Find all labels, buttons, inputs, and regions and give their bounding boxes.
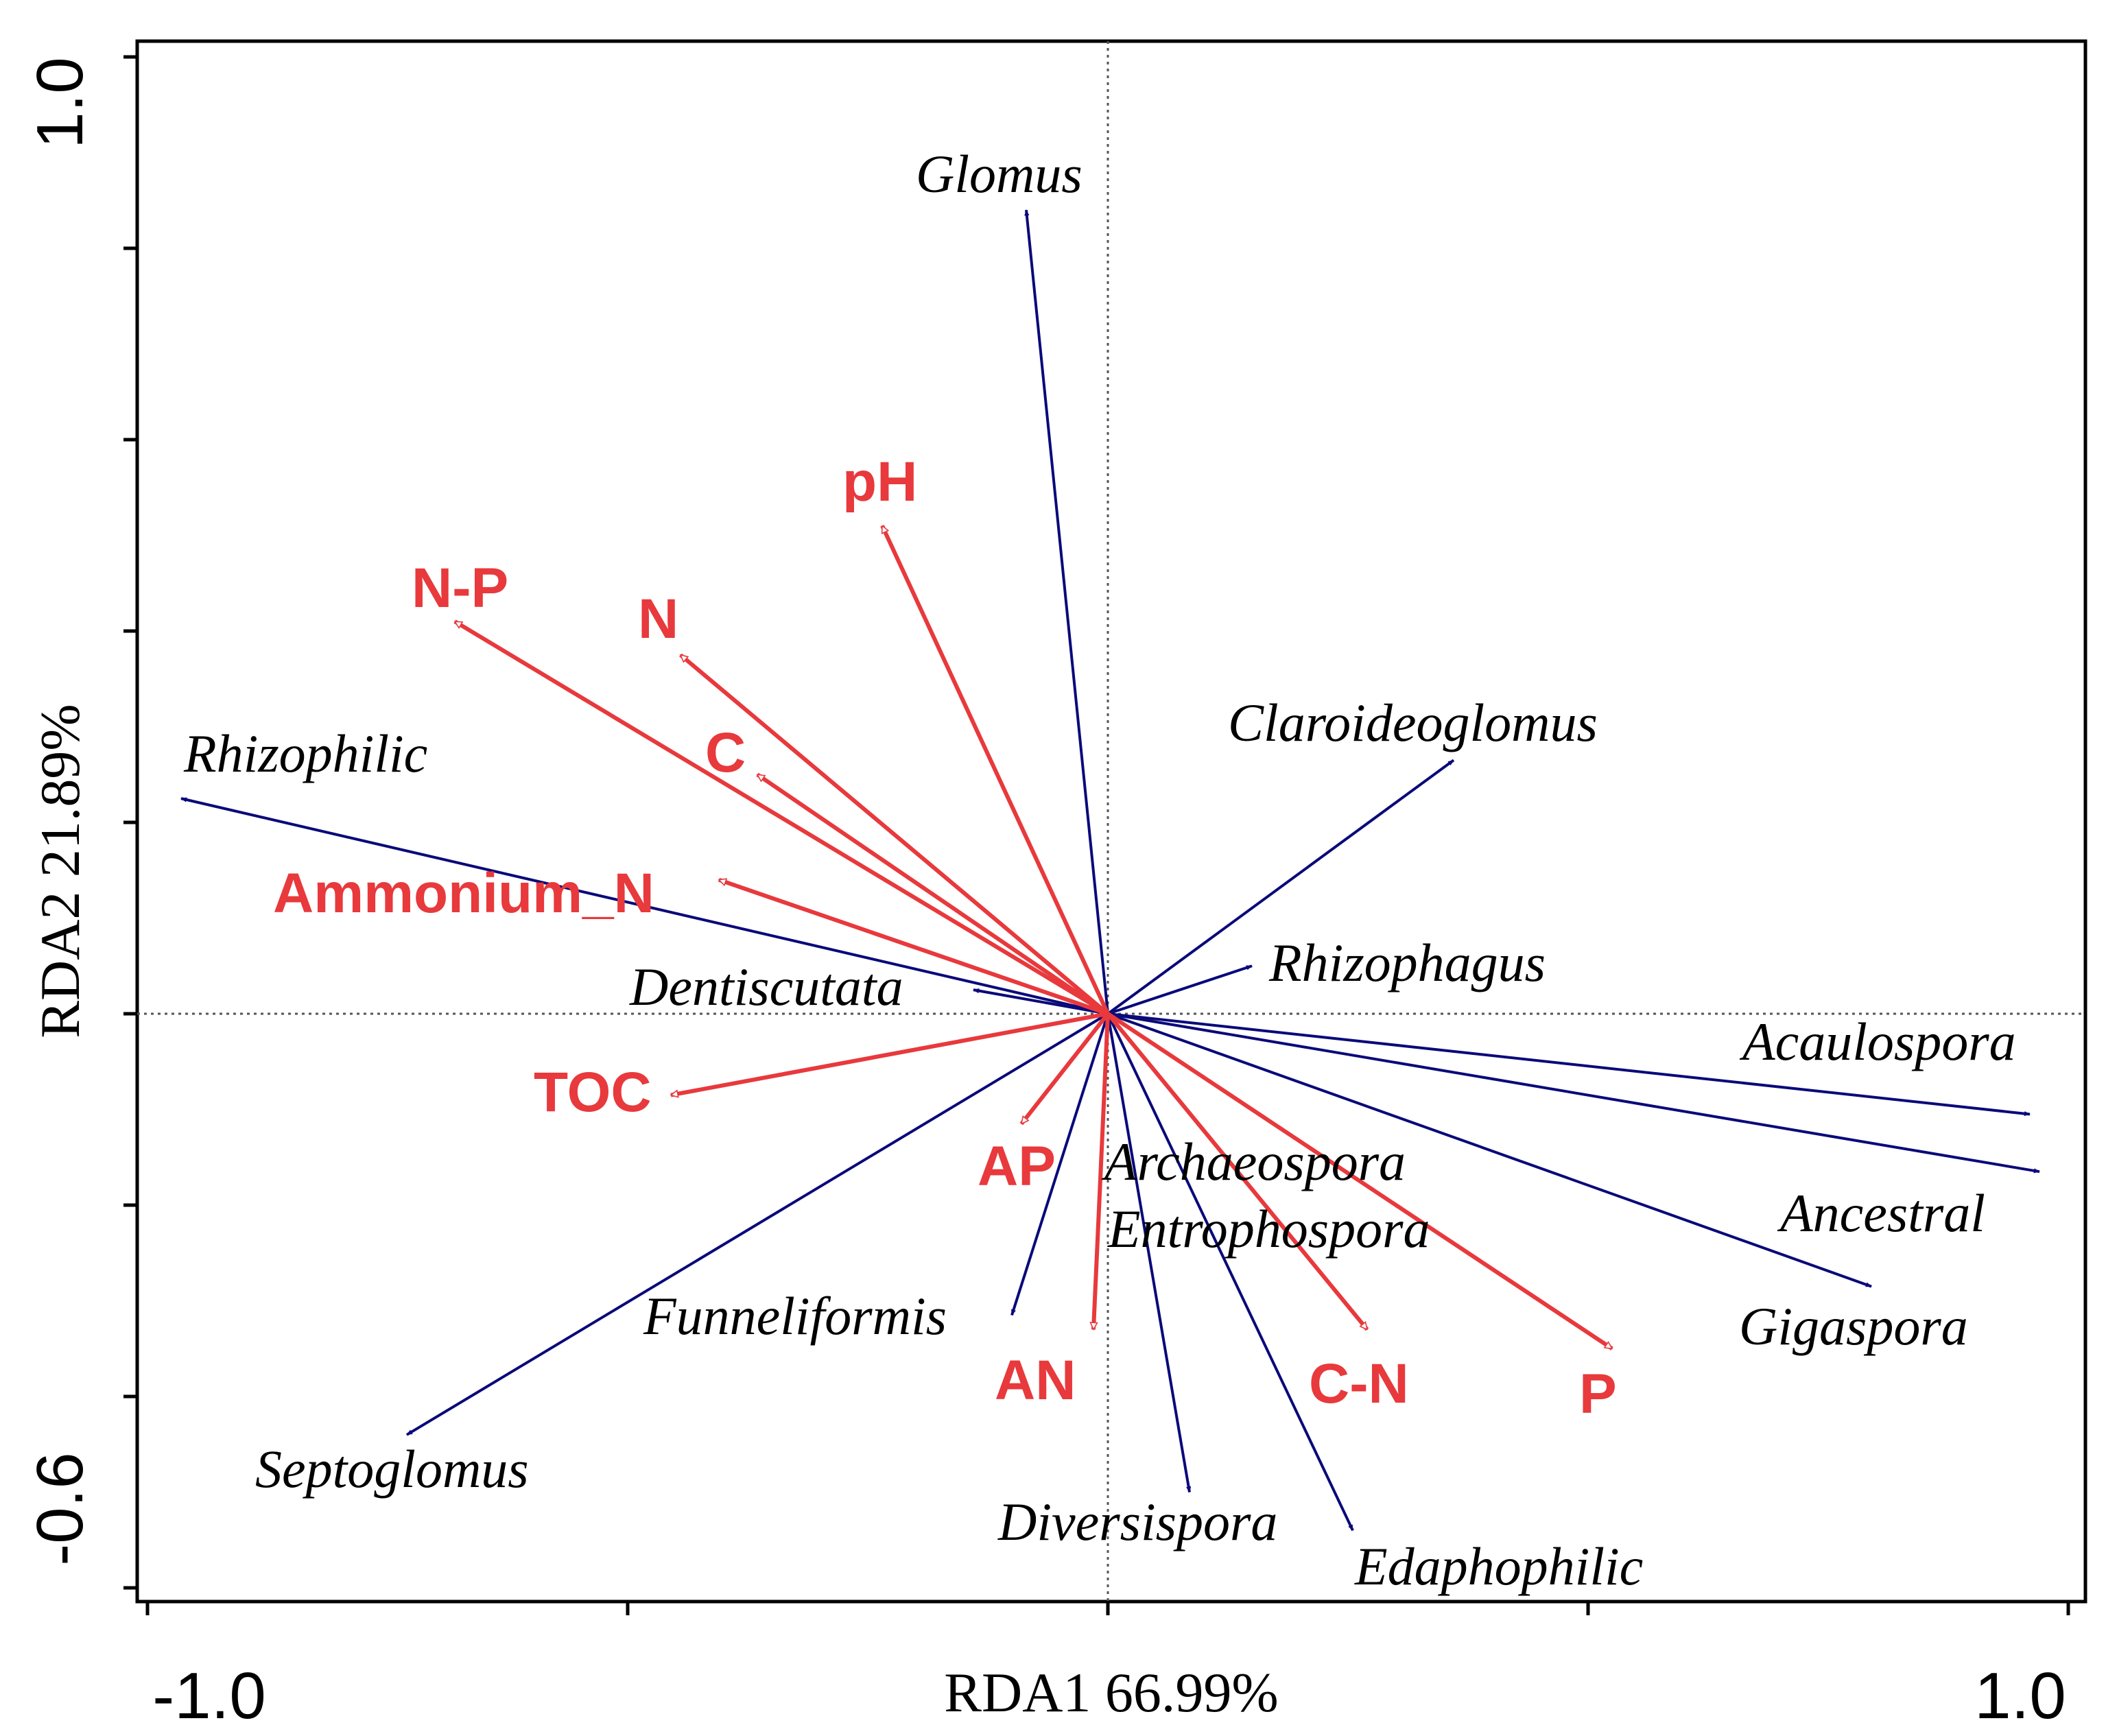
plot-frame [135,39,2087,1604]
env-label-n: N [638,588,678,650]
env-label-c-n: C-N [1309,1353,1409,1415]
env-label-toc: TOC [534,1061,652,1123]
env-arrow-an [1093,1013,1110,1329]
y-tick-label-min: -0.6 [23,1452,97,1565]
env-arrow-n [679,653,1109,1016]
env-arrow-toc [671,1012,1109,1095]
species-arrows [180,209,2040,1532]
species-label-diversispora: Diversispora [997,1492,1277,1551]
env-label-ammonium-n: Ammonium_N [273,862,654,925]
species-label-claroideoglomus: Claroideoglomus [1228,693,1598,752]
species-label-edaphophilic: Edaphophilic [1354,1536,1643,1596]
env-arrow-c-n [1106,1012,1369,1331]
env-label-ph: pH [842,451,917,513]
x-axis-title: RDA1 66.99% [944,1661,1278,1724]
env-arrow-p [1107,1012,1613,1351]
env-label-ap: AP [978,1135,1056,1198]
environment-labels: pH N-P N C Ammonium_N TOC AP AN C-N P [273,451,1617,1425]
species-arrow-claroideoglomus [1107,759,1455,1015]
species-arrow-funneliformis [1010,1013,1109,1316]
species-arrow-diversispora [1107,1013,1192,1493]
x-tick-label-max: 1.0 [1974,1659,2066,1733]
species-labels: Glomus Claroideoglomus Rhizophagus Rhizo… [183,144,2016,1596]
species-label-ancestral: Ancestral [1777,1183,1985,1243]
env-arrow-c [756,772,1109,1016]
x-axis-ticks [145,1602,2070,1615]
x-tick-label-min: -1.0 [152,1659,265,1733]
env-label-n-p: N-P [412,557,508,619]
species-arrow-rhizophilic [180,797,1109,1015]
species-arrow-gigaspora [1107,1012,1872,1288]
env-arrow-ph [880,526,1110,1015]
env-label-c: C [705,722,746,784]
species-label-glomus: Glomus [916,144,1082,204]
environment-arrows [453,526,1613,1351]
species-arrow-glomus [1024,209,1109,1014]
species-label-gigaspora: Gigaspora [1739,1296,1968,1356]
species-label-septoglomus: Septoglomus [255,1439,529,1499]
species-arrow-acaulospora [1107,1012,2031,1117]
env-arrow-ap [1019,1012,1110,1126]
y-axis-title: RDA2 21.89% [29,704,91,1038]
y-axis-ticks [123,55,137,1590]
species-arrow-edaphophilic [1107,1013,1354,1532]
species-arrow-ancestral [1107,1012,2040,1174]
species-arrow-dentiscutata [973,988,1109,1015]
species-label-rhizophilic: Rhizophilic [183,724,427,783]
species-label-entrophospora: Entrophospora [1107,1199,1430,1259]
species-arrow-rhizophagus [1107,964,1253,1015]
species-label-archaeospora: Archaeospora [1101,1132,1406,1191]
env-arrow-n-p [453,619,1109,1016]
env-arrow-ammonium-n [719,877,1109,1016]
y-tick-label-max: 1.0 [23,57,97,148]
species-label-dentiscutata: Dentiscutata [629,957,903,1016]
species-label-acaulospora: Acaulospora [1739,1012,2016,1071]
env-label-an: AN [995,1349,1076,1412]
species-label-rhizophagus: Rhizophagus [1268,933,1546,992]
species-arrow-septoglomus [405,1012,1109,1436]
env-label-p: P [1579,1363,1617,1425]
species-label-funneliformis: Funneliformis [643,1286,947,1346]
